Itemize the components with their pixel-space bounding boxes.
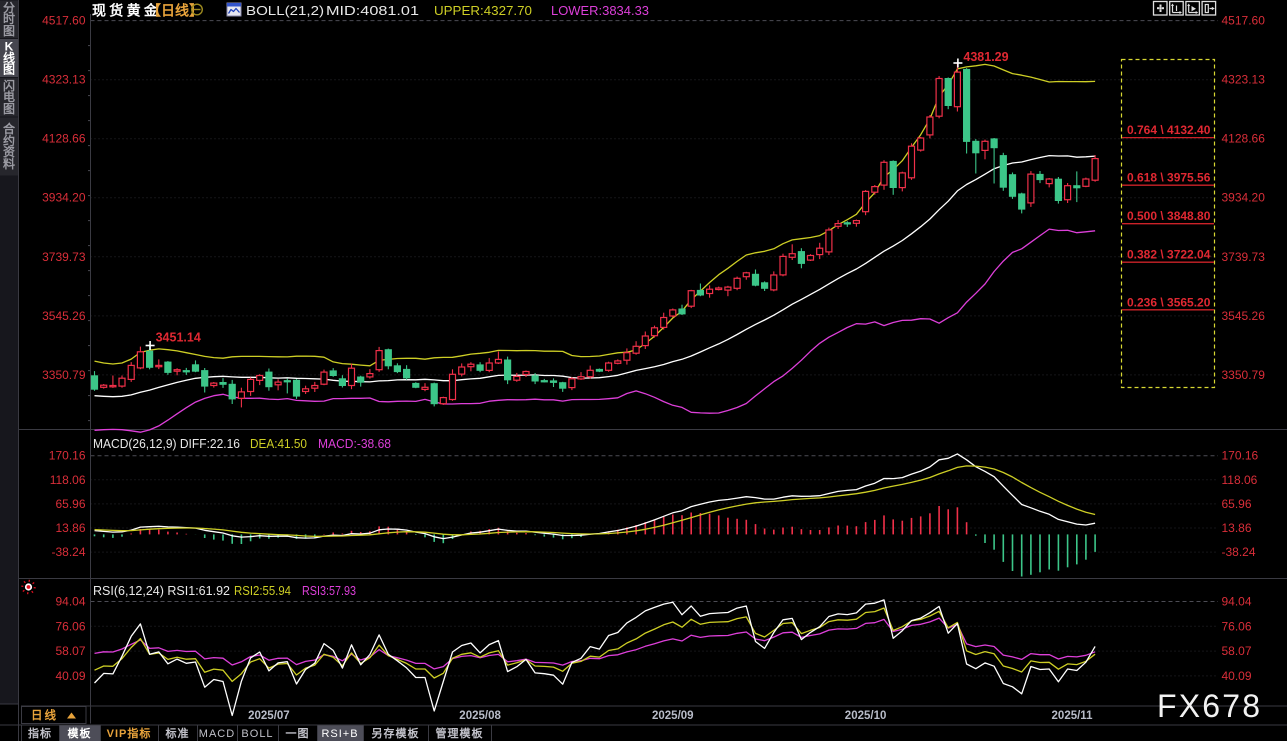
svg-text:DEA:41.50: DEA:41.50 [250,437,307,451]
svg-text:电: 电 [3,89,15,104]
svg-text:MACD: MACD [199,728,235,740]
svg-text:合: 合 [3,121,16,136]
svg-text:0.764 \ 4132.40: 0.764 \ 4132.40 [1127,123,1211,137]
svg-text:分: 分 [3,0,15,15]
svg-text:RSI2:55.94: RSI2:55.94 [234,584,291,598]
svg-text:2025/10: 2025/10 [845,710,887,722]
svg-text:40.09: 40.09 [55,669,85,683]
svg-text:3545.26: 3545.26 [1222,309,1266,323]
svg-text:VIP指标: VIP指标 [107,726,152,740]
svg-text:0.236 \ 3565.20: 0.236 \ 3565.20 [1127,295,1211,309]
svg-text:94.04: 94.04 [1222,595,1252,609]
svg-text:3545.26: 3545.26 [42,309,86,323]
svg-text:2025/08: 2025/08 [459,710,501,722]
svg-text:118.06: 118.06 [50,473,86,487]
svg-text:3934.20: 3934.20 [1222,191,1266,205]
svg-text:3451.14: 3451.14 [156,331,201,345]
svg-text:FX678: FX678 [1157,688,1262,724]
svg-text:约: 约 [3,133,15,148]
svg-text:标准: 标准 [165,726,190,740]
svg-text:58.07: 58.07 [1222,644,1252,658]
svg-text:料: 料 [3,156,15,171]
svg-text:模板: 模板 [68,726,92,740]
svg-text:MACD:-38.68: MACD:-38.68 [318,437,391,451]
svg-text:LOWER:3834.33: LOWER:3834.33 [551,4,649,18]
svg-text:图: 图 [3,102,15,116]
svg-text:76.06: 76.06 [1222,619,1252,633]
svg-text:118.06: 118.06 [1222,473,1258,487]
svg-text:RSI3:57.93: RSI3:57.93 [302,584,356,598]
svg-text:3739.73: 3739.73 [42,250,86,264]
svg-text:指标: 指标 [28,726,52,740]
svg-text:3739.73: 3739.73 [1222,250,1266,264]
svg-text:40.09: 40.09 [1222,669,1252,683]
svg-text:一图: 一图 [286,727,310,740]
svg-text:另存模板: 另存模板 [372,726,420,740]
svg-text:65.96: 65.96 [55,497,85,511]
svg-text:3934.20: 3934.20 [42,191,86,205]
svg-text:时: 时 [3,11,15,26]
svg-text:RSI+B: RSI+B [321,728,358,740]
svg-text:RSI(6,12,24) RSI1:61.92: RSI(6,12,24) RSI1:61.92 [93,584,230,598]
svg-text:K: K [5,40,14,54]
svg-text:MACD(26,12,9) DIFF:22.16: MACD(26,12,9) DIFF:22.16 [93,437,240,451]
svg-text:4381.29: 4381.29 [963,50,1008,64]
svg-text:管理模板: 管理模板 [436,726,484,740]
svg-text:58.07: 58.07 [55,644,85,658]
svg-text:线: 线 [3,50,15,65]
svg-text:UPPER:4327.70: UPPER:4327.70 [434,4,532,18]
svg-text:-38.24: -38.24 [1222,545,1256,559]
svg-text:-38.24: -38.24 [51,545,85,559]
svg-text:资: 资 [3,144,15,159]
svg-text:图: 图 [3,63,15,77]
svg-text:4128.66: 4128.66 [42,132,86,146]
svg-text:MID:4081.01: MID:4081.01 [326,4,419,18]
svg-text:170.16: 170.16 [1222,449,1259,463]
svg-text:【日线】: 【日线】 [147,3,203,19]
svg-text:13.86: 13.86 [1222,521,1252,535]
svg-text:2025/09: 2025/09 [652,710,694,722]
svg-text:65.96: 65.96 [1222,497,1252,511]
svg-text:4323.13: 4323.13 [42,73,86,87]
svg-text:170.16: 170.16 [49,449,86,463]
svg-text:0.500 \ 3848.80: 0.500 \ 3848.80 [1127,209,1211,223]
svg-text:0.382 \ 3722.04: 0.382 \ 3722.04 [1127,248,1211,262]
svg-text:0.618 \ 3975.56: 0.618 \ 3975.56 [1127,171,1211,185]
svg-text:BOLL: BOLL [241,728,273,740]
svg-text:2025/07: 2025/07 [248,710,290,722]
svg-text:4323.13: 4323.13 [1222,73,1266,87]
svg-text:日线: 日线 [31,708,58,722]
svg-text:76.06: 76.06 [55,619,85,633]
svg-text:现货黄金: 现货黄金 [92,3,161,19]
svg-text:闪: 闪 [3,79,15,93]
svg-text:3350.79: 3350.79 [42,368,86,382]
svg-text:图: 图 [3,24,15,38]
svg-text:3350.79: 3350.79 [1222,368,1266,382]
svg-text:13.86: 13.86 [55,521,85,535]
svg-text:BOLL(21,2): BOLL(21,2) [246,4,324,18]
svg-text:4128.66: 4128.66 [1222,132,1266,146]
svg-text:2025/11: 2025/11 [1052,710,1094,722]
svg-text:4517.60: 4517.60 [1222,14,1266,28]
svg-text:94.04: 94.04 [55,595,85,609]
svg-text:4517.60: 4517.60 [42,14,86,28]
